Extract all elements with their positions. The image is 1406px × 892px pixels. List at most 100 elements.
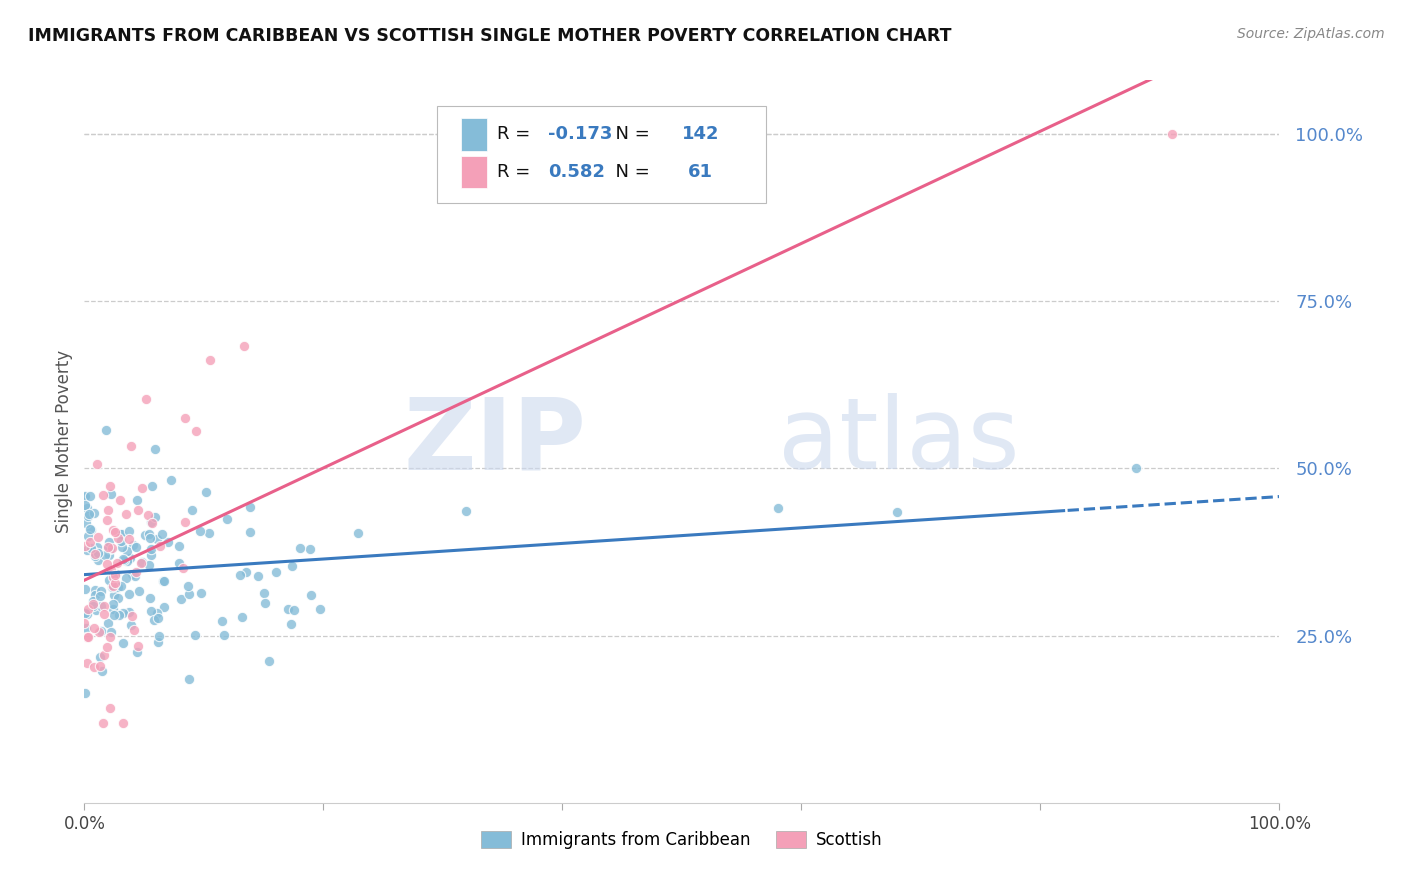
Point bbox=[254, 596, 277, 610]
Point bbox=[170, 591, 193, 606]
Text: N =: N = bbox=[605, 163, 655, 181]
Point bbox=[115, 571, 138, 585]
Point bbox=[79, 522, 101, 536]
Point bbox=[107, 591, 129, 606]
Point bbox=[198, 352, 221, 367]
Point bbox=[87, 545, 110, 559]
Point bbox=[117, 554, 139, 568]
Point bbox=[93, 488, 115, 502]
Point bbox=[298, 541, 321, 556]
Point bbox=[238, 525, 260, 540]
Point bbox=[90, 599, 112, 614]
Point bbox=[84, 583, 107, 598]
Point bbox=[235, 565, 257, 579]
Point bbox=[281, 558, 304, 573]
Point bbox=[146, 635, 169, 649]
Point bbox=[184, 628, 207, 642]
Point bbox=[215, 512, 238, 526]
Legend: Immigrants from Caribbean, Scottish: Immigrants from Caribbean, Scottish bbox=[475, 824, 889, 856]
Point bbox=[253, 585, 276, 599]
Point bbox=[103, 598, 125, 612]
Point bbox=[110, 534, 132, 549]
Point bbox=[127, 645, 149, 659]
Point bbox=[121, 566, 143, 581]
Point bbox=[112, 552, 135, 566]
Point bbox=[115, 544, 138, 558]
Point bbox=[97, 541, 120, 555]
FancyBboxPatch shape bbox=[437, 105, 766, 203]
Point bbox=[83, 506, 105, 520]
Point bbox=[105, 556, 128, 570]
Point bbox=[93, 599, 115, 613]
Point bbox=[194, 484, 217, 499]
Point bbox=[77, 529, 100, 543]
Point bbox=[128, 583, 150, 598]
Point bbox=[84, 547, 107, 561]
Point bbox=[75, 686, 97, 700]
Text: N =: N = bbox=[605, 126, 655, 144]
Point bbox=[101, 578, 124, 592]
Point bbox=[100, 563, 122, 577]
Point bbox=[211, 614, 233, 628]
Point bbox=[76, 601, 98, 615]
Point bbox=[231, 610, 253, 624]
Point bbox=[76, 501, 98, 516]
Point bbox=[108, 608, 131, 623]
Point bbox=[101, 580, 124, 594]
Text: -0.173: -0.173 bbox=[548, 126, 613, 144]
Point bbox=[104, 567, 127, 582]
Point bbox=[177, 579, 200, 593]
Point bbox=[108, 492, 131, 507]
Point bbox=[146, 606, 169, 620]
Point bbox=[96, 640, 118, 654]
Point bbox=[86, 540, 108, 554]
Point bbox=[100, 541, 122, 555]
Point bbox=[309, 602, 332, 616]
Point bbox=[177, 672, 200, 686]
Point bbox=[76, 543, 98, 558]
Point bbox=[139, 548, 162, 562]
Point bbox=[100, 624, 122, 639]
Point bbox=[280, 616, 302, 631]
Point bbox=[98, 701, 121, 715]
Point bbox=[104, 524, 127, 539]
Point bbox=[83, 549, 105, 563]
Point bbox=[118, 533, 141, 547]
Point bbox=[76, 656, 98, 670]
Point bbox=[886, 505, 908, 519]
Point bbox=[97, 540, 120, 554]
Point bbox=[129, 556, 152, 570]
Point bbox=[73, 606, 96, 620]
Point bbox=[87, 553, 110, 567]
Point bbox=[143, 510, 166, 524]
Point bbox=[134, 528, 156, 542]
Point bbox=[120, 618, 142, 632]
Point bbox=[77, 509, 100, 524]
Point bbox=[86, 457, 108, 471]
Point bbox=[167, 556, 190, 570]
Point bbox=[76, 630, 98, 644]
Point bbox=[79, 507, 101, 521]
Point bbox=[104, 568, 127, 582]
Point bbox=[98, 541, 121, 556]
Point bbox=[1125, 461, 1147, 475]
Point bbox=[247, 569, 270, 583]
Point bbox=[94, 549, 117, 563]
Point bbox=[173, 411, 195, 425]
Point bbox=[153, 574, 176, 589]
Point bbox=[96, 557, 118, 571]
Point bbox=[174, 515, 197, 529]
Point bbox=[97, 548, 120, 562]
Point bbox=[139, 591, 162, 606]
Point bbox=[120, 439, 142, 453]
Point bbox=[190, 586, 212, 600]
Point bbox=[97, 535, 120, 549]
Point bbox=[75, 490, 97, 504]
Point bbox=[141, 515, 163, 529]
Point bbox=[87, 624, 110, 639]
Point bbox=[110, 579, 132, 593]
Point bbox=[179, 587, 201, 601]
Point bbox=[111, 527, 134, 541]
Point bbox=[167, 539, 190, 553]
Point bbox=[1161, 127, 1184, 141]
